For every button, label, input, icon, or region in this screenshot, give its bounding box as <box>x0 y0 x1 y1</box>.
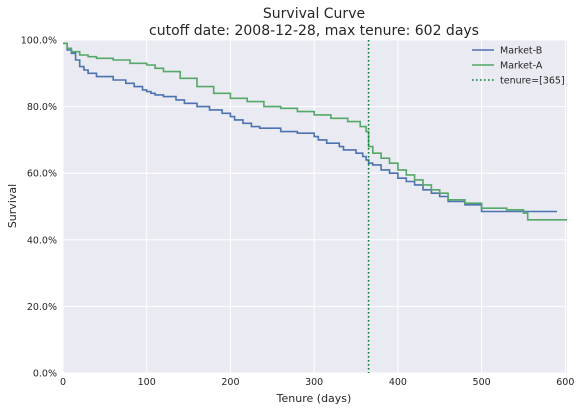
y-tick-label: 20.0% <box>27 302 57 313</box>
legend-label: tenure=[365] <box>500 76 565 87</box>
chart-title: Survival Curve <box>263 6 365 22</box>
x-tick-label: 100 <box>138 377 156 388</box>
y-tick-label: 80.0% <box>27 102 57 113</box>
x-axis-label: Tenure (days) <box>276 392 352 405</box>
chart-subtitle: cutoff date: 2008-12-28, max tenure: 602… <box>149 23 479 39</box>
legend-label: Market-A <box>500 61 543 72</box>
x-tick-label: 0 <box>60 377 66 388</box>
x-tick-label: 200 <box>221 377 239 388</box>
y-tick-label: 100.0% <box>21 36 57 47</box>
legend-label: Market-B <box>500 46 542 57</box>
y-tick-label: 0.0% <box>33 369 57 380</box>
y-tick-label: 40.0% <box>27 235 57 246</box>
y-axis-label: Survival <box>6 184 19 228</box>
x-tick-label: 600 <box>556 377 574 388</box>
x-tick-label: 300 <box>305 377 323 388</box>
plot-area <box>63 40 567 373</box>
y-tick-label: 60.0% <box>27 169 57 180</box>
x-tick-label: 400 <box>389 377 407 388</box>
x-tick-label: 500 <box>473 377 491 388</box>
